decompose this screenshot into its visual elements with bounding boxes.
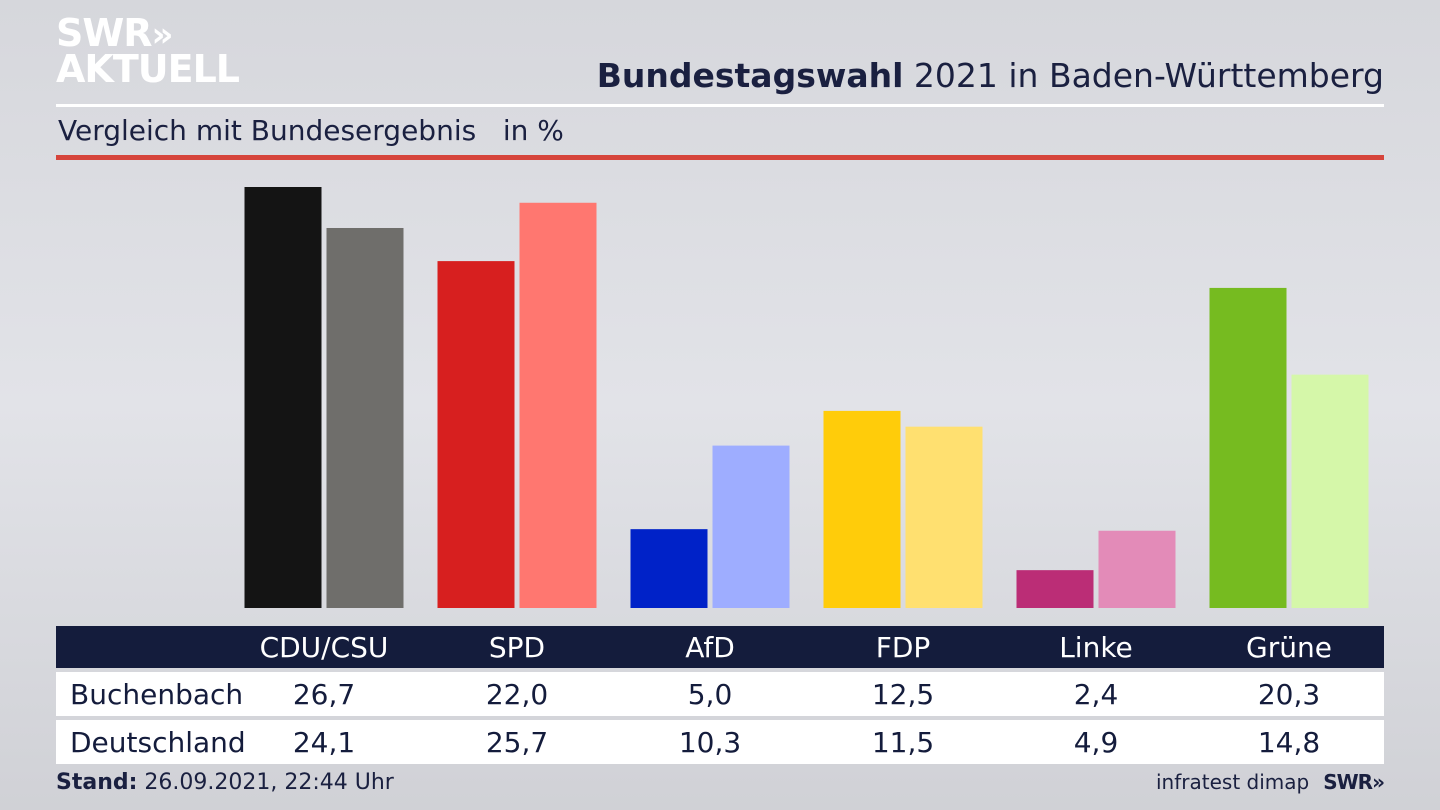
chart-subtitle: Vergleich mit Bundesergebnis in % <box>58 114 564 147</box>
row-label-buchenbach: Buchenbach <box>70 677 244 711</box>
stand-label: Stand: <box>56 770 138 795</box>
column-header-cdu-csu: CDU/CSU <box>259 630 389 664</box>
value-linke-buchenbach: 2,4 <box>1073 677 1119 711</box>
row-label-deutschland: Deutschland <box>70 725 246 759</box>
table-header-row: CDU/CSU SPD AfD FDP Linke Grüne <box>56 626 1384 668</box>
bar-spd-buchenbach <box>437 261 515 608</box>
value-grüne-deutschland: 14,8 <box>1257 725 1321 759</box>
value-fdp-deutschland: 11,5 <box>871 725 935 759</box>
value-spd-deutschland: 25,7 <box>485 725 549 759</box>
bar-cdu-csu-buchenbach <box>244 187 322 608</box>
stand-value: 26.09.2021, 22:44 Uhr <box>137 770 394 795</box>
column-header-grüne: Grüne <box>1246 630 1332 664</box>
bar-grüne-deutschland <box>1291 374 1369 608</box>
column-header-afd: AfD <box>685 630 735 664</box>
swr-brand-logo: SWR» <box>1323 770 1385 794</box>
swr-aktuell-logo: SWR» AKTUELL <box>56 11 240 91</box>
value-grüne-buchenbach: 20,3 <box>1257 677 1321 711</box>
table-row-buchenbach: Buchenbach 26,7 22,0 5,0 12,5 2,4 20,3 <box>56 672 1384 716</box>
timestamp: Stand: 26.09.2021, 22:44 Uhr <box>56 770 394 795</box>
bar-afd-buchenbach <box>630 529 708 608</box>
chart-title-bold: Bundestagswahl <box>596 56 904 95</box>
column-header-linke: Linke <box>1059 630 1133 664</box>
value-afd-buchenbach: 5,0 <box>687 677 733 711</box>
bar-cdu-csu-deutschland <box>326 227 404 608</box>
logo-aktuell-text: AKTUELL <box>56 47 240 91</box>
value-cdu-csu-buchenbach: 26,7 <box>292 677 356 711</box>
bar-spd-deutschland <box>519 202 597 608</box>
bar-linke-buchenbach <box>1016 570 1094 608</box>
source-credit: infratest dimap SWR» <box>1156 770 1385 794</box>
value-spd-buchenbach: 22,0 <box>485 677 549 711</box>
logo-swr-text: SWR <box>56 11 153 55</box>
value-afd-deutschland: 10,3 <box>678 725 742 759</box>
column-header-fdp: FDP <box>875 630 931 664</box>
chart-title-rest: 2021 in Baden-Württemberg <box>903 56 1384 95</box>
source-text: infratest dimap <box>1156 770 1310 794</box>
results-table: CDU/CSU SPD AfD FDP Linke Grüne Buchenbach 26… <box>56 626 1384 764</box>
bar-fdp-buchenbach <box>823 410 901 608</box>
value-cdu-csu-deutschland: 24,1 <box>292 725 356 759</box>
bar-grüne-buchenbach <box>1209 287 1287 608</box>
title-divider <box>56 104 1384 107</box>
value-fdp-buchenbach: 12,5 <box>871 677 935 711</box>
bar-fdp-deutschland <box>905 426 983 608</box>
bar-chart <box>244 187 1369 608</box>
bar-afd-deutschland <box>712 445 790 608</box>
table-row-deutschland: Deutschland 24,1 25,7 10,3 11,5 4,9 14,8 <box>56 720 1384 764</box>
column-header-spd: SPD <box>488 630 546 664</box>
value-linke-deutschland: 4,9 <box>1073 725 1119 759</box>
bar-linke-deutschland <box>1098 530 1176 608</box>
chart-title: Bundestagswahl 2021 in Baden-Württemberg <box>597 56 1384 95</box>
subtitle-divider <box>56 155 1384 160</box>
